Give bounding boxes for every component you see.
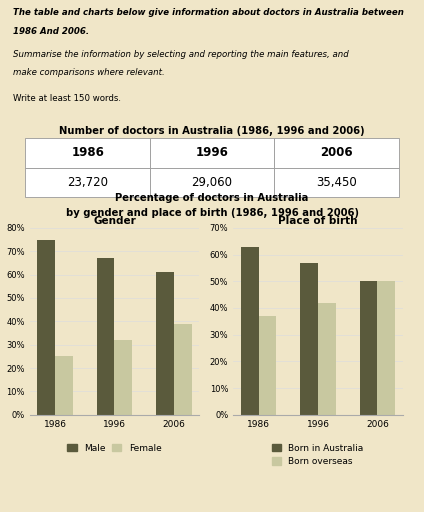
Bar: [241, 247, 259, 415]
Bar: [37, 240, 55, 415]
Bar: [360, 281, 377, 415]
Bar: [55, 356, 73, 415]
Text: Write at least 150 words.: Write at least 150 words.: [13, 94, 121, 103]
Bar: [97, 258, 114, 415]
Text: Number of doctors in Australia (1986, 1996 and 2006): Number of doctors in Australia (1986, 19…: [59, 125, 365, 136]
Bar: [174, 324, 192, 415]
Bar: [156, 272, 174, 415]
Bar: [300, 263, 318, 415]
Text: Percentage of doctors in Australia: Percentage of doctors in Australia: [115, 193, 309, 203]
Text: by gender and place of birth (1986, 1996 and 2006): by gender and place of birth (1986, 1996…: [65, 208, 359, 218]
Text: The table and charts below give information about doctors in Australia between: The table and charts below give informat…: [13, 8, 404, 17]
Text: Summarise the information by selecting and reporting the main features, and: Summarise the information by selecting a…: [13, 50, 349, 59]
Title: Place of birth: Place of birth: [278, 216, 358, 226]
Bar: [114, 340, 132, 415]
Title: Gender: Gender: [93, 216, 136, 226]
Text: make comparisons where relevant.: make comparisons where relevant.: [13, 68, 165, 77]
Text: 1986 And 2006.: 1986 And 2006.: [13, 27, 89, 36]
Legend: Born in Australia, Born overseas: Born in Australia, Born overseas: [272, 443, 364, 466]
Legend: Male, Female: Male, Female: [67, 443, 162, 453]
Bar: [318, 303, 336, 415]
Bar: [259, 316, 276, 415]
Bar: [377, 281, 395, 415]
